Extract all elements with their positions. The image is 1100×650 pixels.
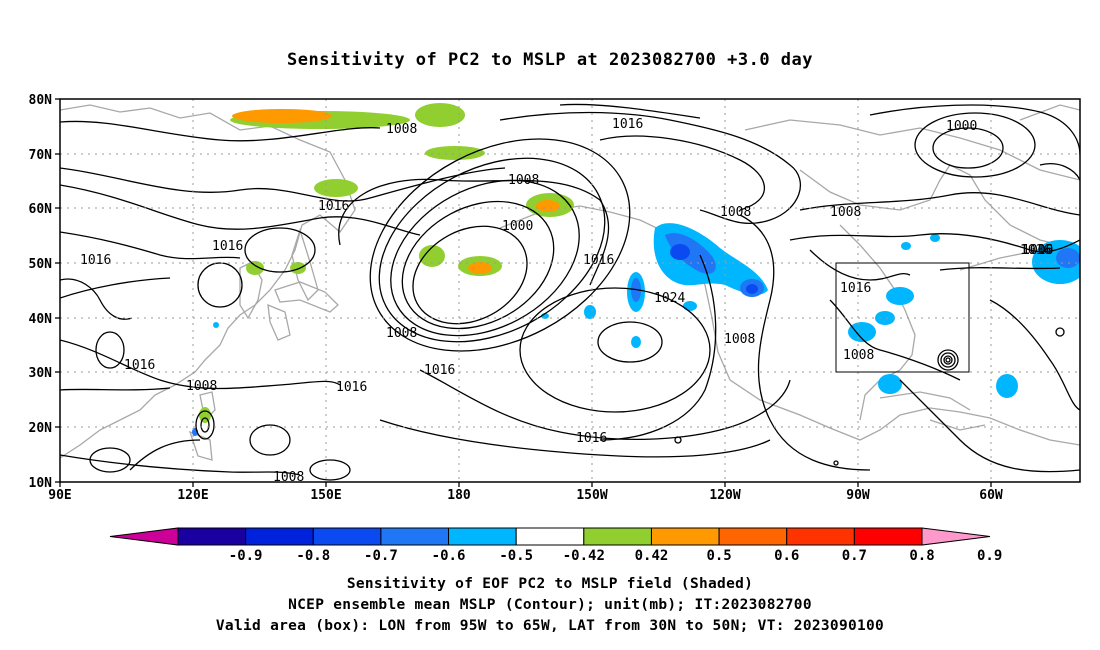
contour-label: 1016 <box>336 380 367 395</box>
lat-label: 50N <box>29 257 53 272</box>
colorbar-label: -0.9 <box>229 548 263 564</box>
shading-positive <box>199 103 574 423</box>
lon-label: 120E <box>177 488 208 503</box>
colorbar-swatch <box>583 527 652 546</box>
shading-negative <box>192 223 1080 436</box>
map-frame <box>59 98 1081 483</box>
mslp-contours <box>60 103 1080 481</box>
valid-area-box <box>835 262 970 373</box>
footer-line-2: NCEP ensemble mean MSLP (Contour); unit(… <box>288 597 812 613</box>
colorbar-swatch <box>515 527 585 546</box>
lat-label: 70N <box>29 148 53 163</box>
contour-label: 1016 <box>583 253 614 268</box>
contour-label: 1016 <box>612 117 643 132</box>
colorbar-swatch <box>380 527 450 546</box>
contour-label: 1008 <box>720 205 751 220</box>
contour-label: 1008 <box>508 173 539 188</box>
tick-marks <box>55 98 992 487</box>
contour-label: 1024 <box>654 291 685 306</box>
contour-label: 1016 <box>1020 243 1051 258</box>
colorbar-swatch <box>312 527 382 546</box>
colorbar-swatch <box>786 527 855 546</box>
colorbar-low-arrow <box>109 527 179 546</box>
contour-label: 1008 <box>386 122 417 137</box>
contour-label: 1008 <box>843 348 874 363</box>
lon-label: 90W <box>846 488 870 503</box>
colorbar-label: -0.8 <box>296 548 330 564</box>
colorbar-label: 0.9 <box>977 548 1002 564</box>
colorbar-high-arrow <box>921 527 991 546</box>
colorbar-label: -0.7 <box>364 548 398 564</box>
contour-label: 1016 <box>576 431 607 446</box>
colorbar-labels: -0.9 -0.8 -0.7 -0.6 -0.5 -0.42 0.42 0.5 0.6 0.7 0.… <box>229 548 1003 564</box>
colorbar-label: 0.6 <box>774 548 799 564</box>
lon-label: 150E <box>310 488 341 503</box>
map-title: Sensitivity of PC2 to MSLP at 2023082700… <box>286 50 813 70</box>
contour-label: 1000 <box>502 219 533 234</box>
contour-label: 1016 <box>840 281 871 296</box>
contour-label: 1008 <box>724 332 755 347</box>
colorbar <box>109 527 991 546</box>
contour-label: 1016 <box>1022 243 1053 258</box>
contour-label: 1008 <box>186 379 217 394</box>
colorbar-swatch <box>718 527 788 546</box>
contour-label: 1008 <box>830 205 861 220</box>
colorbar-label: 0.8 <box>909 548 934 564</box>
colorbar-label: 0.5 <box>706 548 731 564</box>
contour-label: 1000 <box>946 119 977 134</box>
colorbar-label: 0.42 <box>635 548 669 564</box>
contour-label: 1016 <box>424 363 455 378</box>
lon-label: 90E <box>48 488 71 503</box>
lat-label: 40N <box>29 312 53 327</box>
colorbar-swatch <box>177 527 247 546</box>
lon-label: 60W <box>979 488 1003 503</box>
lat-label: 60N <box>29 202 53 217</box>
colorbar-label: -0.42 <box>563 548 605 564</box>
colorbar-label: 0.7 <box>842 548 867 564</box>
contour-labels: 1008 1016 1000 1008 1016 1000 1008 1016 … <box>80 117 1053 485</box>
colorbar-swatch <box>650 527 720 546</box>
colorbar-label: -0.5 <box>499 548 533 564</box>
contour-label: 1016 <box>80 253 111 268</box>
lon-label: 120W <box>709 488 740 503</box>
lat-label: 10N <box>29 476 53 491</box>
contour-label: 1016 <box>212 239 243 254</box>
footer-line-1: Sensitivity of EOF PC2 to MSLP field (Sh… <box>346 576 754 592</box>
footer-line-3: Valid area (box): LON from 95W to 65W, L… <box>215 618 885 634</box>
contour-label: 1016 <box>318 199 349 214</box>
lat-label: 30N <box>29 366 53 381</box>
contour-label: 1008 <box>386 326 417 341</box>
lon-label: 180 <box>447 488 471 503</box>
lon-label: 150W <box>576 488 607 503</box>
lat-label: 20N <box>29 421 53 436</box>
contour-label: 1016 <box>124 358 155 373</box>
colorbar-swatch <box>245 527 314 546</box>
contour-label: 1000 <box>1022 243 1053 258</box>
lat-label: 80N <box>29 93 53 108</box>
longitude-labels: 90E 120E 150E 180 150W 120W 90W 60W <box>48 488 1003 503</box>
colorbar-swatch <box>448 527 517 546</box>
colorbar-label: -0.6 <box>432 548 466 564</box>
footer: Sensitivity of EOF PC2 to MSLP field (Sh… <box>0 574 1100 637</box>
map-area: 1008 1016 1000 1008 1016 1000 1008 1016 … <box>60 99 1080 485</box>
grid <box>60 99 1080 482</box>
contour-label: 1008 <box>273 470 304 485</box>
latitude-labels: 80N 70N 60N 50N 40N 30N 20N 10N <box>29 93 53 491</box>
colorbar-swatch <box>853 527 923 546</box>
